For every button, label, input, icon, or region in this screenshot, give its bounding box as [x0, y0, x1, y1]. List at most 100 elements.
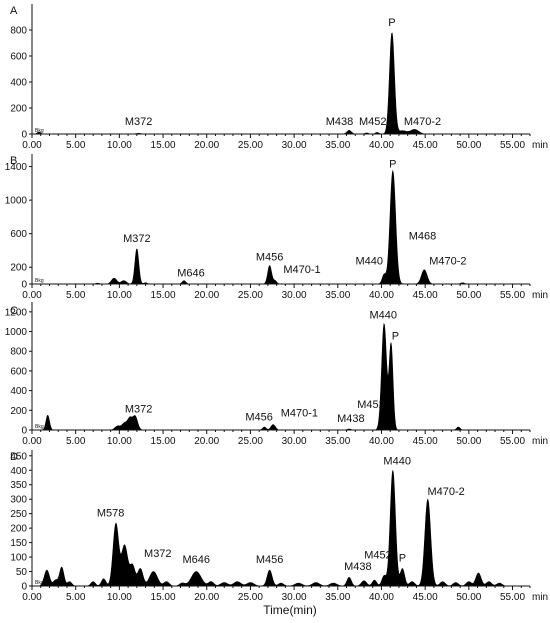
x-unit-label-b: min	[532, 290, 548, 301]
x-tick-label-c: 50.00	[456, 436, 481, 447]
x-tick-label-d: 0.00	[22, 592, 42, 603]
x-tick-label-a: 20.00	[194, 140, 219, 151]
y-tick-label-c: 1000	[5, 327, 28, 338]
panel-label-b: B	[10, 155, 17, 167]
peak-label-d: M438	[344, 561, 372, 573]
y-tick-label-b: 200	[10, 263, 27, 274]
trace-d	[32, 470, 530, 587]
peak-label-b: M372	[123, 233, 151, 245]
y-tick-label-d: 350	[10, 480, 27, 491]
peak-label-d: M578	[97, 508, 125, 520]
peak-label-d: M372	[144, 548, 172, 560]
panel-d: 0 50 100 150 200 250 300 350 400 450 0.00 5.00 10.00…	[10, 450, 548, 603]
x-tick-label-b: 30.00	[282, 290, 307, 301]
peak-label-d: M456	[256, 554, 284, 566]
peak-label-b: M456	[256, 252, 284, 264]
x-tick-label-c: 10.00	[107, 436, 132, 447]
x-tick-label-c: 30.00	[282, 436, 307, 447]
chart-panels: 0 200 400 600 800 0.00 5.00 10.00 15.00 20.00 25.0…	[5, 4, 548, 603]
peak-label-c: M470-1	[281, 408, 318, 420]
x-tick-label-a: 30.00	[282, 140, 307, 151]
x-tick-label-d: 40.00	[369, 592, 394, 603]
peak-label-d: P	[399, 552, 406, 564]
x-tick-label-c: 45.00	[413, 436, 438, 447]
x-tick-label-c: 40.00	[369, 436, 394, 447]
y-tick-label-d: 0	[21, 582, 27, 593]
y-tick-label-d: 50	[16, 567, 28, 578]
x-tick-label-a: 0.00	[22, 140, 42, 151]
peak-label-a: M438	[326, 116, 354, 128]
peak-label-b: P	[389, 158, 396, 170]
y-tick-label-a: 800	[10, 26, 27, 37]
y-tick-label-c: 200	[10, 406, 27, 417]
x-tick-label-a: 10.00	[107, 140, 132, 151]
x-tick-label-c: 0.00	[22, 436, 42, 447]
x-tick-label-a: 40.00	[369, 140, 394, 151]
y-tick-label-a: 200	[10, 104, 27, 115]
x-tick-label-b: 35.00	[325, 290, 350, 301]
y-tick-label-d: 250	[10, 509, 27, 520]
panel-c: 0 200 400 600 800 1000 1200 0.00 5.00 10.00 15.00 2…	[5, 302, 548, 447]
x-tick-label-a: 50.00	[456, 140, 481, 151]
peak-label-c: P	[392, 330, 399, 342]
y-tick-label-b: 0	[21, 280, 27, 291]
trace-a	[32, 32, 530, 135]
peak-label-b: M470-1	[283, 264, 320, 276]
x-tick-label-c: 15.00	[151, 436, 176, 447]
y-tick-label-c: 1200	[5, 307, 28, 318]
peak-label-b: M646	[177, 267, 205, 279]
peak-label-d: M646	[182, 554, 210, 566]
y-tick-label-d: 450	[10, 451, 27, 462]
x-tick-label-a: 25.00	[238, 140, 263, 151]
y-tick-label-a: 400	[10, 78, 27, 89]
y-tick-label-a: 600	[10, 52, 27, 63]
peak-label-c: M372	[125, 403, 153, 415]
x-axis-title: Time(min)	[263, 603, 317, 617]
peak-label-b: M468	[409, 231, 437, 243]
baseline-label-c: Bkg	[35, 424, 44, 430]
x-tick-label-b: 0.00	[22, 290, 42, 301]
x-tick-label-b: 55.00	[500, 290, 525, 301]
x-tick-label-d: 20.00	[194, 592, 219, 603]
x-tick-label-b: 50.00	[456, 290, 481, 301]
x-tick-label-b: 20.00	[194, 290, 219, 301]
baseline-label-a: Bkg	[35, 128, 44, 134]
x-tick-label-d: 45.00	[413, 592, 438, 603]
peak-label-c: M452	[357, 399, 385, 411]
x-tick-label-d: 50.00	[456, 592, 481, 603]
x-tick-label-c: 20.00	[194, 436, 219, 447]
y-tick-label-d: 100	[10, 553, 27, 564]
x-tick-label-d: 5.00	[66, 592, 86, 603]
y-tick-label-c: 400	[10, 386, 27, 397]
y-tick-label-c: 0	[21, 426, 27, 437]
y-tick-label-b: 600	[10, 229, 27, 240]
panel-b: 0 200 600 1000 1400 0.00 5.00 10.00 15.00 20.00 25…	[5, 154, 548, 301]
y-tick-label-d: 200	[10, 524, 27, 535]
panel-label-a: A	[10, 5, 18, 17]
x-tick-label-c: 55.00	[500, 436, 525, 447]
x-tick-label-b: 25.00	[238, 290, 263, 301]
y-tick-label-d: 400	[10, 466, 27, 477]
x-unit-label-d: min	[532, 592, 548, 603]
peak-label-a: M452	[359, 116, 387, 128]
peak-label-b: M470-2	[429, 256, 466, 268]
x-tick-label-d: 15.00	[151, 592, 176, 603]
x-tick-label-d: 25.00	[238, 592, 263, 603]
peak-label-d: M470-2	[427, 486, 464, 498]
peak-label-a: M372	[125, 116, 153, 128]
baseline-label-b: Bkg	[35, 278, 44, 284]
x-tick-label-c: 25.00	[238, 436, 263, 447]
panel-a: 0 200 400 600 800 0.00 5.00 10.00 15.00 20.00 25.0…	[10, 4, 548, 151]
x-tick-label-c: 35.00	[325, 436, 350, 447]
x-tick-label-c: 5.00	[66, 436, 86, 447]
x-unit-label-a: min	[532, 140, 548, 151]
y-tick-label-d: 300	[10, 495, 27, 506]
y-tick-label-c: 600	[10, 366, 27, 377]
peak-label-c: M440	[369, 310, 397, 322]
peak-label-b: M440	[355, 256, 383, 268]
panel-label-d: D	[10, 451, 18, 463]
y-tick-label-b: 1400	[5, 162, 28, 173]
x-tick-label-a: 35.00	[325, 140, 350, 151]
peak-label-c: M456	[245, 412, 273, 424]
